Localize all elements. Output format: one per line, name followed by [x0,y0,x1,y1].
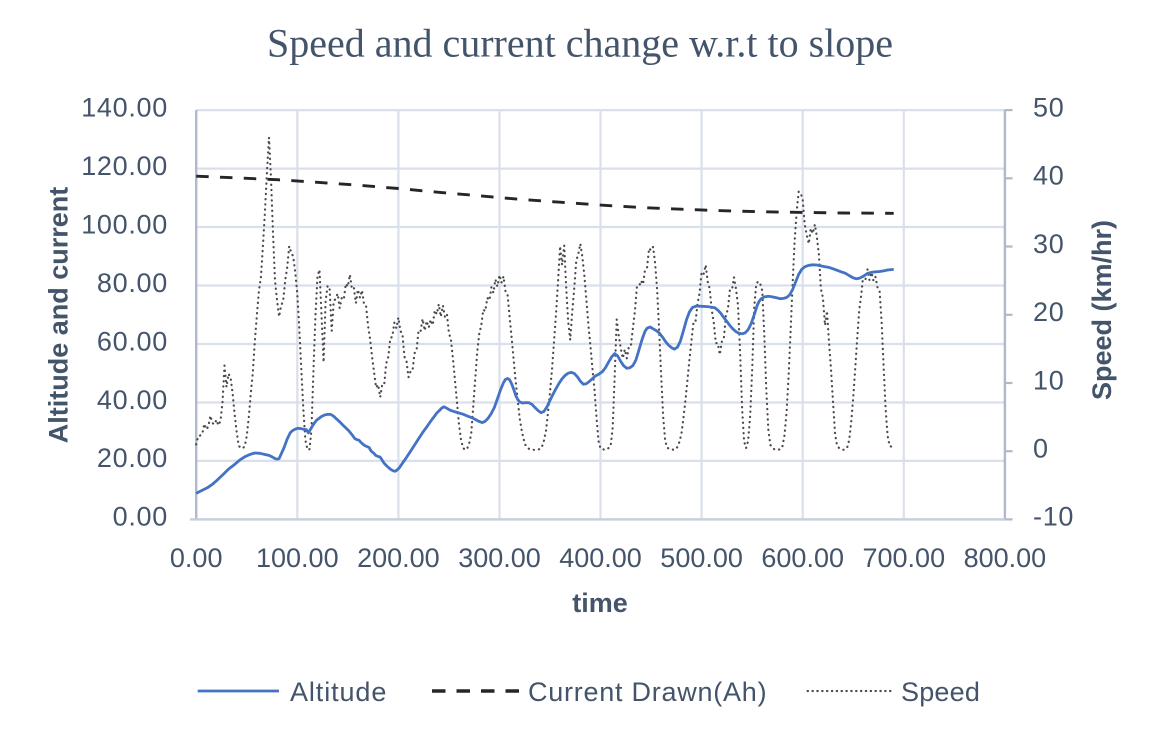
svg-text:10: 10 [1033,365,1064,395]
svg-text:40.00: 40.00 [97,385,168,415]
svg-text:50: 50 [1033,92,1064,122]
svg-text:100.00: 100.00 [256,543,339,573]
svg-text:400.00: 400.00 [559,543,642,573]
svg-text:20.00: 20.00 [97,443,168,473]
svg-text:30: 30 [1033,229,1064,259]
svg-text:Altitude and current: Altitude and current [44,187,74,444]
svg-text:0.00: 0.00 [170,543,223,573]
svg-text:Speed and current change w.r.t: Speed and current change w.r.t to slope [267,21,893,66]
svg-text:-10: -10 [1033,502,1074,532]
svg-text:600.00: 600.00 [761,543,844,573]
svg-text:140.00: 140.00 [81,92,168,122]
svg-text:40: 40 [1033,161,1064,191]
svg-text:0: 0 [1033,434,1049,464]
svg-text:60.00: 60.00 [97,326,168,356]
svg-text:800.00: 800.00 [964,543,1047,573]
svg-text:80.00: 80.00 [97,268,168,298]
svg-text:300.00: 300.00 [458,543,541,573]
svg-text:20: 20 [1033,297,1064,327]
svg-text:Speed: Speed [901,677,980,707]
svg-text:200.00: 200.00 [357,543,440,573]
svg-text:time: time [572,588,628,618]
svg-text:120.00: 120.00 [81,151,168,181]
svg-text:Altitude: Altitude [290,677,387,707]
svg-text:700.00: 700.00 [863,543,946,573]
svg-text:Speed (km/hr): Speed (km/hr) [1087,220,1117,400]
svg-text:500.00: 500.00 [660,543,743,573]
svg-text:0.00: 0.00 [113,502,168,532]
svg-text:100.00: 100.00 [81,209,168,239]
svg-text:Current Drawn(Ah): Current Drawn(Ah) [528,677,767,707]
